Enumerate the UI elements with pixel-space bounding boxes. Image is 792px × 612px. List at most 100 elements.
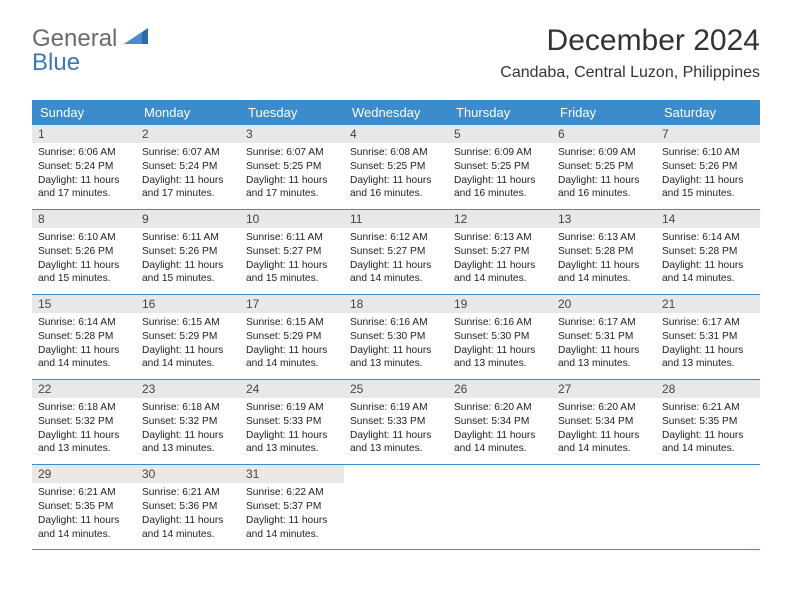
day-cell: Sunrise: 6:17 AMSunset: 5:31 PMDaylight:… — [656, 313, 760, 379]
day-number-row: 293031 — [32, 465, 760, 483]
sunrise-line: Sunrise: 6:21 AM — [38, 486, 130, 500]
daylight-line: Daylight: 11 hours and 14 minutes. — [558, 429, 650, 457]
day-header-wednesday: Wednesday — [344, 100, 448, 125]
day-number: 11 — [344, 210, 448, 228]
daylight-line: Daylight: 11 hours and 14 minutes. — [662, 259, 754, 287]
daylight-line: Daylight: 11 hours and 17 minutes. — [246, 174, 338, 202]
sunset-line: Sunset: 5:24 PM — [38, 160, 130, 174]
day-number: 29 — [32, 465, 136, 483]
daylight-line: Daylight: 11 hours and 14 minutes. — [246, 514, 338, 542]
daylight-line: Daylight: 11 hours and 13 minutes. — [142, 429, 234, 457]
day-cell: Sunrise: 6:20 AMSunset: 5:34 PMDaylight:… — [552, 398, 656, 464]
sunrise-line: Sunrise: 6:16 AM — [454, 316, 546, 330]
sunrise-line: Sunrise: 6:07 AM — [246, 146, 338, 160]
daylight-line: Daylight: 11 hours and 15 minutes. — [246, 259, 338, 287]
logo: General Blue — [32, 24, 152, 75]
daylight-line: Daylight: 11 hours and 16 minutes. — [558, 174, 650, 202]
sunset-line: Sunset: 5:36 PM — [142, 500, 234, 514]
sunset-line: Sunset: 5:26 PM — [142, 245, 234, 259]
daylight-line: Daylight: 11 hours and 13 minutes. — [350, 344, 442, 372]
day-number-row: 22232425262728 — [32, 380, 760, 398]
sunrise-line: Sunrise: 6:07 AM — [142, 146, 234, 160]
sunrise-line: Sunrise: 6:14 AM — [662, 231, 754, 245]
day-number-row: 891011121314 — [32, 210, 760, 228]
sunset-line: Sunset: 5:33 PM — [246, 415, 338, 429]
day-number: 20 — [552, 295, 656, 313]
sunrise-line: Sunrise: 6:20 AM — [454, 401, 546, 415]
week-row: 1234567Sunrise: 6:06 AMSunset: 5:24 PMDa… — [32, 125, 760, 210]
day-header-saturday: Saturday — [656, 100, 760, 125]
day-number: 26 — [448, 380, 552, 398]
day-number: 19 — [448, 295, 552, 313]
logo-word-2: Blue — [32, 49, 80, 76]
day-cell: Sunrise: 6:09 AMSunset: 5:25 PMDaylight:… — [552, 143, 656, 209]
daylight-line: Daylight: 11 hours and 13 minutes. — [38, 429, 130, 457]
sunset-line: Sunset: 5:31 PM — [558, 330, 650, 344]
daylight-line: Daylight: 11 hours and 14 minutes. — [454, 259, 546, 287]
sunrise-line: Sunrise: 6:17 AM — [662, 316, 754, 330]
sunrise-line: Sunrise: 6:08 AM — [350, 146, 442, 160]
sunset-line: Sunset: 5:25 PM — [350, 160, 442, 174]
day-header-friday: Friday — [552, 100, 656, 125]
daylight-line: Daylight: 11 hours and 16 minutes. — [454, 174, 546, 202]
daylight-line: Daylight: 11 hours and 17 minutes. — [38, 174, 130, 202]
week-row: 22232425262728Sunrise: 6:18 AMSunset: 5:… — [32, 380, 760, 465]
day-number: 8 — [32, 210, 136, 228]
daylight-line: Daylight: 11 hours and 16 minutes. — [350, 174, 442, 202]
sunset-line: Sunset: 5:35 PM — [662, 415, 754, 429]
sunrise-line: Sunrise: 6:19 AM — [246, 401, 338, 415]
day-cell: Sunrise: 6:22 AMSunset: 5:37 PMDaylight:… — [240, 483, 344, 549]
sunset-line: Sunset: 5:28 PM — [662, 245, 754, 259]
sunset-line: Sunset: 5:31 PM — [662, 330, 754, 344]
daylight-line: Daylight: 11 hours and 14 minutes. — [38, 514, 130, 542]
day-cell: Sunrise: 6:15 AMSunset: 5:29 PMDaylight:… — [240, 313, 344, 379]
day-number: 6 — [552, 125, 656, 143]
day-cell: Sunrise: 6:21 AMSunset: 5:35 PMDaylight:… — [32, 483, 136, 549]
sunrise-line: Sunrise: 6:16 AM — [350, 316, 442, 330]
daylight-line: Daylight: 11 hours and 15 minutes. — [38, 259, 130, 287]
sunset-line: Sunset: 5:26 PM — [662, 160, 754, 174]
day-header-sunday: Sunday — [32, 100, 136, 125]
daylight-line: Daylight: 11 hours and 14 minutes. — [350, 259, 442, 287]
day-number: 17 — [240, 295, 344, 313]
day-cell: Sunrise: 6:16 AMSunset: 5:30 PMDaylight:… — [448, 313, 552, 379]
sunset-line: Sunset: 5:34 PM — [454, 415, 546, 429]
sunrise-line: Sunrise: 6:11 AM — [246, 231, 338, 245]
day-number: 21 — [656, 295, 760, 313]
sunset-line: Sunset: 5:25 PM — [558, 160, 650, 174]
week-row: 891011121314Sunrise: 6:10 AMSunset: 5:26… — [32, 210, 760, 295]
day-number: 10 — [240, 210, 344, 228]
sunrise-line: Sunrise: 6:19 AM — [350, 401, 442, 415]
day-header-thursday: Thursday — [448, 100, 552, 125]
sunset-line: Sunset: 5:29 PM — [246, 330, 338, 344]
day-number: 13 — [552, 210, 656, 228]
daylight-line: Daylight: 11 hours and 14 minutes. — [558, 259, 650, 287]
day-cell: Sunrise: 6:13 AMSunset: 5:27 PMDaylight:… — [448, 228, 552, 294]
day-number: 7 — [656, 125, 760, 143]
sunset-line: Sunset: 5:35 PM — [38, 500, 130, 514]
daylight-line: Daylight: 11 hours and 13 minutes. — [558, 344, 650, 372]
day-cell: Sunrise: 6:13 AMSunset: 5:28 PMDaylight:… — [552, 228, 656, 294]
day-cell: Sunrise: 6:11 AMSunset: 5:26 PMDaylight:… — [136, 228, 240, 294]
day-number: 2 — [136, 125, 240, 143]
daylight-line: Daylight: 11 hours and 13 minutes. — [454, 344, 546, 372]
day-number: 12 — [448, 210, 552, 228]
daylight-line: Daylight: 11 hours and 14 minutes. — [142, 514, 234, 542]
day-header-monday: Monday — [136, 100, 240, 125]
daylight-line: Daylight: 11 hours and 13 minutes. — [662, 344, 754, 372]
sunrise-line: Sunrise: 6:20 AM — [558, 401, 650, 415]
sunrise-line: Sunrise: 6:22 AM — [246, 486, 338, 500]
daylight-line: Daylight: 11 hours and 17 minutes. — [142, 174, 234, 202]
day-number: 3 — [240, 125, 344, 143]
sunset-line: Sunset: 5:27 PM — [246, 245, 338, 259]
title-block: December 2024 Candaba, Central Luzon, Ph… — [500, 24, 760, 82]
sunrise-line: Sunrise: 6:21 AM — [142, 486, 234, 500]
day-cell: Sunrise: 6:09 AMSunset: 5:25 PMDaylight:… — [448, 143, 552, 209]
sunset-line: Sunset: 5:37 PM — [246, 500, 338, 514]
sunset-line: Sunset: 5:32 PM — [38, 415, 130, 429]
sunset-line: Sunset: 5:26 PM — [38, 245, 130, 259]
day-number: 31 — [240, 465, 344, 483]
sunrise-line: Sunrise: 6:13 AM — [454, 231, 546, 245]
day-cell: Sunrise: 6:10 AMSunset: 5:26 PMDaylight:… — [32, 228, 136, 294]
daylight-line: Daylight: 11 hours and 13 minutes. — [350, 429, 442, 457]
